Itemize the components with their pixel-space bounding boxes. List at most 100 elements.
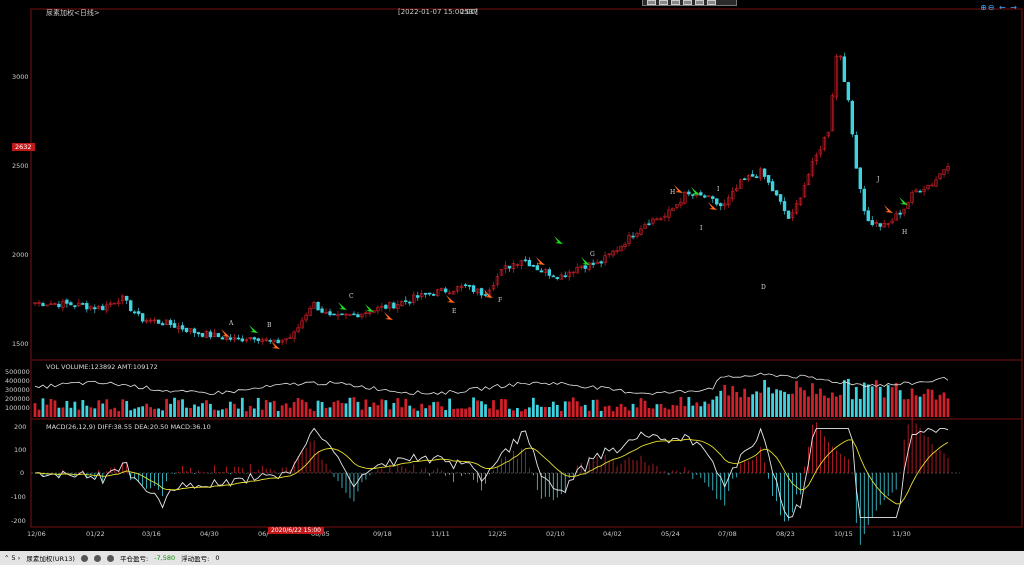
macd-bar [333, 473, 335, 477]
toolbar-button[interactable] [671, 0, 680, 5]
candle-body [926, 184, 930, 189]
volume-bar [663, 407, 667, 417]
macd-bar [337, 473, 339, 482]
volume-bar [216, 410, 220, 417]
macd-bar [361, 473, 363, 483]
candle-body [555, 277, 559, 279]
macd-bar [903, 439, 905, 473]
volume-bar [464, 408, 467, 417]
status-arrow-icon[interactable]: ⌃ 5 › [4, 554, 21, 562]
volume-bar [500, 398, 503, 417]
candle-body [388, 302, 392, 309]
volume-bar [531, 397, 535, 417]
trade-markers: A B C D E F G H I J H I [221, 176, 908, 349]
stop-icon[interactable] [106, 554, 114, 562]
candle-body [272, 339, 276, 342]
volume-bar [436, 401, 440, 417]
macd-bar [146, 473, 148, 489]
macd-bar [560, 473, 562, 495]
macd-bar [373, 472, 375, 473]
play-icon[interactable] [93, 554, 101, 562]
candle-body [172, 323, 177, 328]
status-contract: 尿素加权(UR13) [26, 555, 75, 563]
toolbar-button[interactable] [647, 0, 656, 5]
volume-bar [468, 407, 471, 417]
toolbar-button[interactable] [707, 0, 716, 5]
candle-body [113, 302, 117, 305]
current-price-badge: 2632 [12, 143, 35, 151]
macd-bar [265, 468, 267, 473]
candle-body [463, 284, 468, 287]
settings-icon[interactable] [80, 554, 88, 562]
volume-bar [456, 408, 460, 417]
toolbar-button[interactable] [683, 0, 692, 5]
volume-axis-label: 500000 [5, 368, 30, 376]
date-axis-label: 11/30 [892, 530, 911, 538]
candle-body [435, 289, 440, 297]
macd-bar [728, 473, 730, 492]
candle-body [623, 244, 627, 247]
macd-bar [301, 451, 303, 473]
macd-bar [740, 463, 742, 473]
macd-bar [357, 473, 359, 492]
macd-diff-line [34, 427, 949, 519]
candle-body [65, 299, 69, 304]
candle-body [228, 337, 233, 340]
candle-body [778, 194, 783, 202]
candle-body [639, 228, 643, 235]
macd-bar [134, 473, 136, 479]
zoom-icons[interactable]: ⊕⊖ ← → [980, 3, 1018, 12]
toolbar-button[interactable] [695, 0, 704, 5]
candle-body [922, 188, 926, 192]
volume-bar [890, 387, 894, 417]
volume-bar [894, 382, 898, 417]
volume-bar [854, 386, 858, 417]
candle-body [49, 303, 53, 306]
macd-bar [377, 469, 379, 473]
volume-bar [240, 397, 244, 417]
volume-bar [715, 396, 719, 417]
candle-body [124, 295, 129, 301]
candle-body [826, 131, 831, 137]
candle-body [232, 337, 237, 340]
candle-body [942, 169, 946, 175]
macd-bar [720, 473, 722, 500]
macd-bar [947, 457, 949, 473]
volume-bar [205, 400, 208, 417]
macd-bar [556, 473, 558, 498]
volume-bar [934, 399, 938, 417]
candle-body [782, 201, 787, 212]
candle-body [703, 195, 707, 198]
candle-body [471, 285, 476, 292]
macd-bar [114, 466, 116, 473]
macd-bar [843, 456, 845, 473]
volume-bar [711, 399, 715, 417]
volume-bar [619, 403, 623, 417]
trade-arrow [271, 341, 280, 349]
macd-bar [788, 473, 789, 521]
macd-bar [58, 473, 60, 477]
candle-body [81, 303, 85, 305]
macd-bar [524, 451, 526, 473]
candle-body [37, 302, 41, 304]
candle-body [109, 302, 113, 306]
candle-body [256, 338, 260, 341]
candle-body [180, 325, 185, 330]
trade-arrow [338, 302, 347, 310]
date-axis-label: 05/24 [661, 530, 680, 538]
toolbar-button[interactable] [659, 0, 668, 5]
trade-arrow [536, 257, 545, 265]
volume-bar [679, 397, 683, 417]
macd-bar [477, 473, 478, 483]
candle-body [627, 234, 631, 245]
candle-body [184, 327, 189, 332]
macd-bar [544, 473, 546, 497]
candle-body [691, 194, 695, 196]
volume-bar [850, 399, 854, 417]
volume-bar [846, 378, 850, 417]
volume-bar [547, 407, 551, 417]
volume-bar [272, 400, 276, 417]
volume-bar [651, 408, 655, 417]
macd-bar [664, 470, 666, 473]
